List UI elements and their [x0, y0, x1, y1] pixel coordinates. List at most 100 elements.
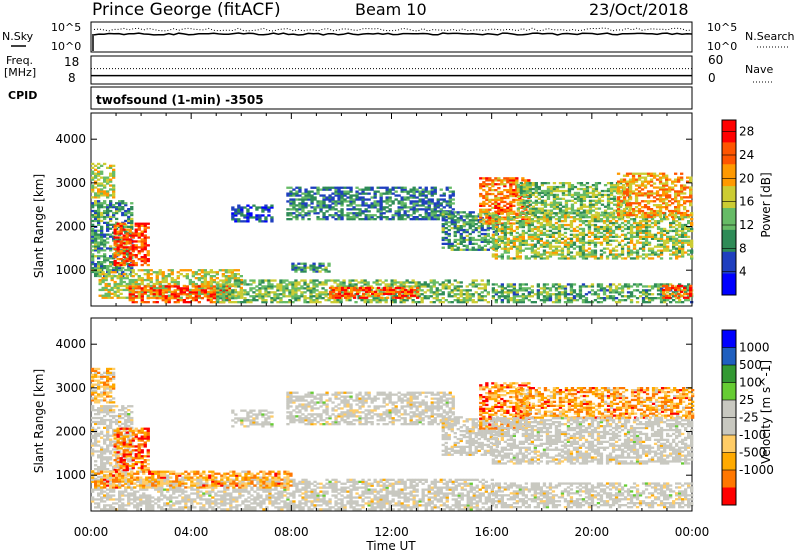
scatter-cell — [629, 218, 634, 221]
scatter-cell — [386, 286, 390, 290]
scatter-cell — [379, 212, 383, 215]
scatter-cell — [113, 224, 117, 227]
scatter-cell — [343, 286, 348, 290]
scatter-cell — [509, 229, 513, 233]
scatter-cell — [227, 269, 231, 272]
scatter-cell — [273, 295, 277, 298]
scatter-cell — [109, 206, 113, 209]
scatter-cell — [453, 234, 457, 238]
scatter-cell — [509, 185, 513, 188]
scatter-cell — [686, 186, 690, 189]
scatter-cell — [503, 194, 507, 198]
scatter-cell — [291, 281, 295, 284]
scatter-cell — [407, 290, 411, 293]
scatter-cell — [297, 295, 301, 298]
scatter-cell — [632, 225, 637, 229]
scatter-cell — [103, 190, 107, 193]
scatter-cell — [158, 282, 162, 286]
scatter-cell — [429, 291, 433, 294]
scatter-cell — [392, 292, 396, 295]
scatter-cell — [581, 237, 586, 240]
scatter-cell — [575, 214, 580, 217]
scatter-cell — [441, 285, 445, 288]
scatter-cell — [684, 223, 688, 227]
scatter-cell — [122, 280, 126, 284]
scatter-cell — [687, 216, 691, 219]
scatter-cell — [158, 286, 162, 290]
scatter-cell — [349, 294, 354, 297]
scatter-cell — [548, 223, 553, 227]
scatter-cell — [668, 196, 672, 199]
scatter-cell — [557, 235, 562, 238]
scatter-cell — [91, 239, 95, 242]
scatter-cell — [249, 301, 253, 304]
scatter-cell — [545, 220, 550, 223]
scatter-cell — [119, 263, 123, 267]
scatter-cell — [327, 299, 331, 302]
scatter-cell — [295, 218, 299, 221]
scatter-cell — [417, 281, 421, 284]
scatter-cell — [542, 297, 547, 300]
scatter-cell — [421, 194, 425, 197]
scatter-cell — [116, 254, 120, 257]
scatter-cell — [506, 243, 510, 246]
scatter-cell — [570, 209, 575, 212]
scatter-cell — [649, 208, 654, 211]
scatter-cell — [471, 238, 475, 242]
scatter-cell — [675, 241, 679, 244]
scatter-cell — [622, 198, 627, 201]
scatter-cell — [322, 212, 326, 215]
scatter-cell — [316, 216, 320, 219]
scatter-cell — [563, 223, 568, 227]
scatter-cell — [430, 218, 434, 221]
scatter-cell — [231, 301, 235, 304]
scatter-cell — [340, 194, 344, 197]
scatter-cell — [439, 208, 443, 211]
scatter-cell — [542, 251, 547, 254]
scatter-cell — [421, 204, 425, 207]
scatter-cell — [611, 253, 616, 256]
scatter-cell — [310, 202, 314, 205]
scatter-cell — [348, 279, 352, 282]
scatter-cell — [506, 255, 510, 258]
scatter-cell — [590, 251, 595, 254]
scatter-cell — [389, 292, 393, 295]
scatter-cell — [343, 198, 347, 201]
scatter-cell — [228, 297, 232, 300]
scatter-cell — [237, 295, 241, 298]
scatter-cell — [346, 186, 350, 189]
scatter-cell — [608, 251, 613, 254]
scatter-cell — [137, 224, 141, 227]
scatter-cell — [569, 225, 574, 229]
scatter-cell — [337, 202, 341, 205]
scatter-cell — [158, 273, 162, 276]
scatter-cell — [325, 210, 329, 213]
scatter-cell — [349, 196, 353, 199]
scatter-cell — [421, 202, 425, 205]
scatter-cell — [539, 243, 543, 246]
scatter-cell — [200, 292, 204, 295]
scatter-cell — [306, 285, 310, 288]
scatter-cell — [412, 186, 416, 189]
scatter-cell — [662, 186, 666, 189]
scatter-cell — [337, 290, 342, 293]
scatter-cell — [390, 301, 394, 304]
scatter-cell — [146, 273, 150, 276]
scatter-cell — [672, 229, 676, 233]
scatter-cell — [625, 182, 630, 185]
scatter-cell — [554, 227, 559, 231]
scatter-cell — [191, 280, 195, 284]
scatter-cell — [471, 223, 475, 226]
scatter-cell — [533, 233, 537, 236]
scatter-cell — [570, 205, 575, 208]
scatter-cell — [375, 299, 379, 302]
scatter-cell — [143, 285, 147, 288]
scatter-cell — [500, 299, 504, 302]
scatter-cell — [527, 299, 531, 302]
scatter-cell — [318, 295, 322, 298]
scatter-cell — [491, 255, 495, 258]
scatter-cell — [289, 192, 293, 195]
scatter-cell — [533, 253, 537, 256]
scatter-cell — [358, 208, 362, 211]
scatter-cell — [364, 216, 368, 219]
